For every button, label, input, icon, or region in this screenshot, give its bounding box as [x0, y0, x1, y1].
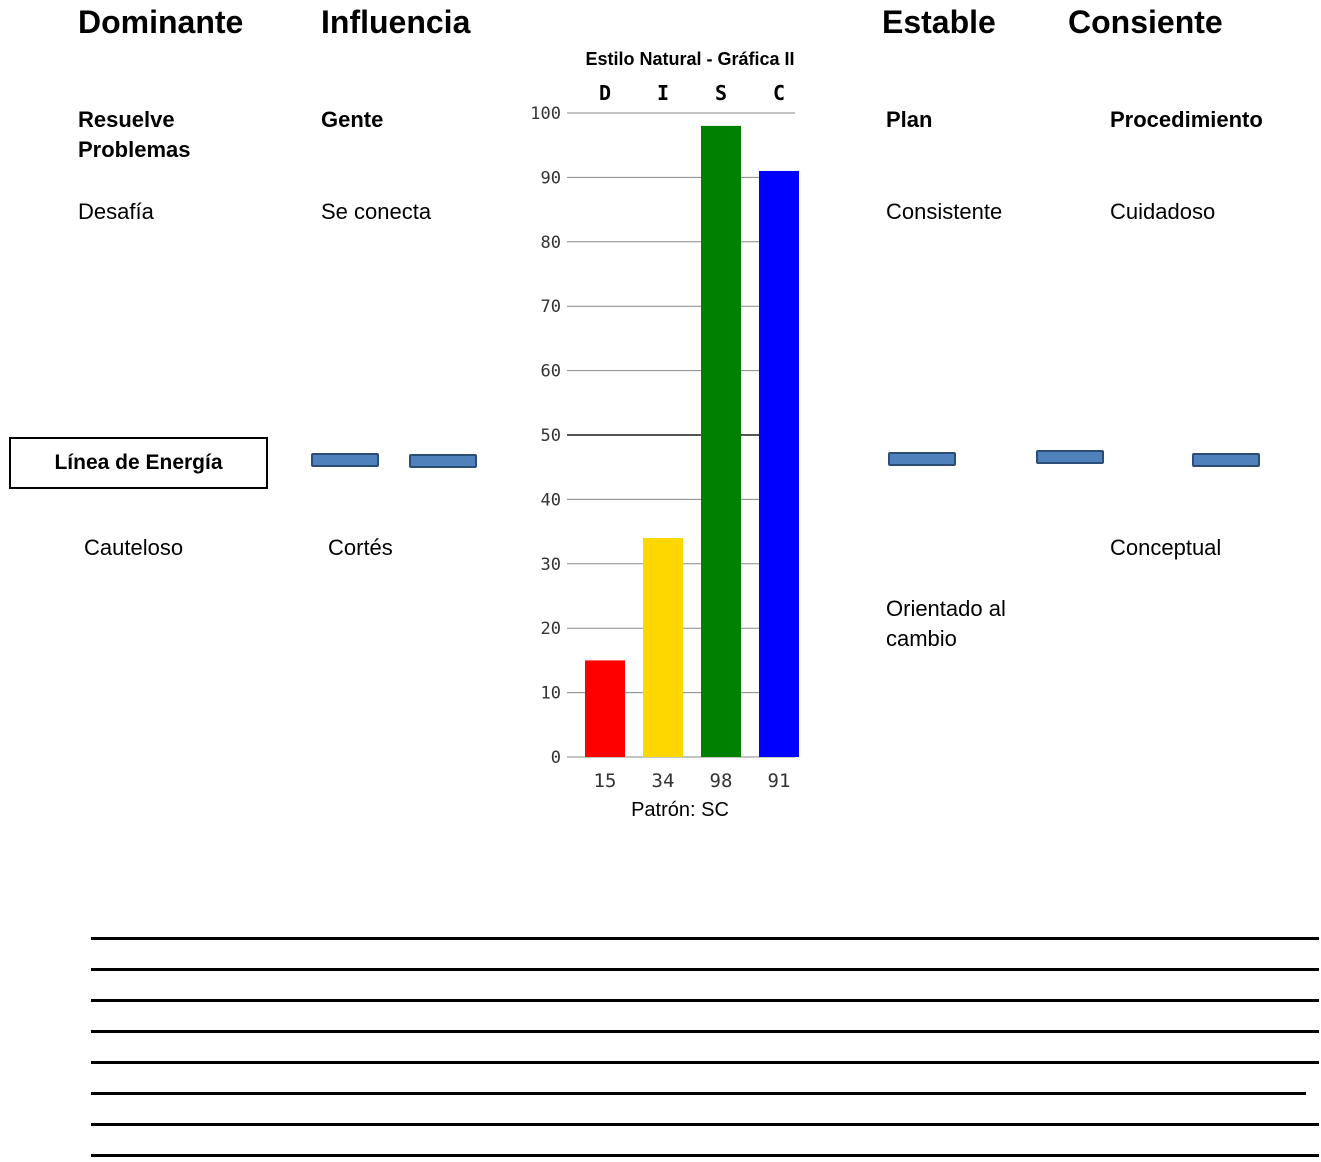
estable-subheading: Plan [886, 107, 933, 132]
y-tick-label: 70 [541, 297, 561, 317]
y-tick-label: 30 [541, 555, 561, 575]
writing-line [91, 1061, 1319, 1064]
y-tick-label: 100 [530, 104, 561, 124]
estable-high-trait: Consistente [886, 199, 1003, 224]
value-label: 15 [594, 770, 617, 792]
influencia-subheading: Gente [321, 107, 384, 132]
dominante-high-trait: Desafía [78, 199, 154, 224]
energy-line-dash [409, 454, 477, 468]
writing-line [91, 937, 1319, 940]
y-tick-label: 10 [541, 684, 561, 704]
y-tick-label: 90 [541, 168, 561, 188]
y-tick-label: 0 [551, 748, 561, 768]
chart-title: Estilo Natural - Gráfica II [585, 49, 794, 69]
writing-line [91, 968, 1319, 971]
estable-heading: Estable [882, 4, 996, 40]
influencia-heading: Influencia [321, 4, 471, 40]
value-label: 98 [710, 770, 733, 792]
writing-line [91, 999, 1319, 1002]
category-label: S [715, 81, 727, 105]
bar-s [701, 125, 741, 757]
consiente-heading: Consiente [1068, 4, 1223, 40]
energy-line-label: Línea de Energía [9, 437, 268, 489]
y-tick-label: 20 [541, 619, 561, 639]
value-label: 91 [768, 770, 791, 792]
y-tick-label: 80 [541, 233, 561, 253]
influencia-high-trait: Se conecta [321, 199, 432, 224]
value-label: 34 [652, 770, 675, 792]
dominante-subheading: Resuelve Problemas [78, 107, 191, 162]
energy-line-dash [1192, 453, 1260, 467]
y-tick-label: 40 [541, 490, 561, 510]
consiente-subheading: Procedimiento [1110, 107, 1263, 132]
writing-line [91, 1092, 1306, 1095]
category-label: I [657, 81, 669, 105]
influencia-low-trait: Cortés [328, 535, 393, 560]
consiente-high-trait: Cuidadoso [1110, 199, 1216, 224]
writing-line [91, 1123, 1319, 1126]
category-label: C [773, 81, 785, 105]
bar-i [643, 538, 683, 757]
writing-line [91, 1154, 1319, 1157]
consiente-low-trait: Conceptual [1110, 535, 1222, 560]
y-tick-label: 50 [541, 426, 561, 446]
bar-c [759, 170, 799, 757]
estable-low-trait: Orientado al cambio [886, 596, 1006, 651]
dominante-low-trait: Cauteloso [84, 535, 184, 560]
y-tick-label: 60 [541, 362, 561, 382]
category-label: D [599, 81, 611, 105]
writing-line [91, 1030, 1319, 1033]
dominante-heading: Dominante [78, 4, 244, 40]
chart-footer: Patrón: SC [631, 799, 729, 821]
energy-line-dash [1036, 450, 1104, 464]
energy-line-dash [311, 453, 379, 467]
disc-bar-chart: Estilo Natural - Gráfica II 0 10 20 30 40 50 60… [530, 49, 799, 821]
energy-line-dash [888, 452, 956, 466]
bar-d [585, 660, 625, 757]
